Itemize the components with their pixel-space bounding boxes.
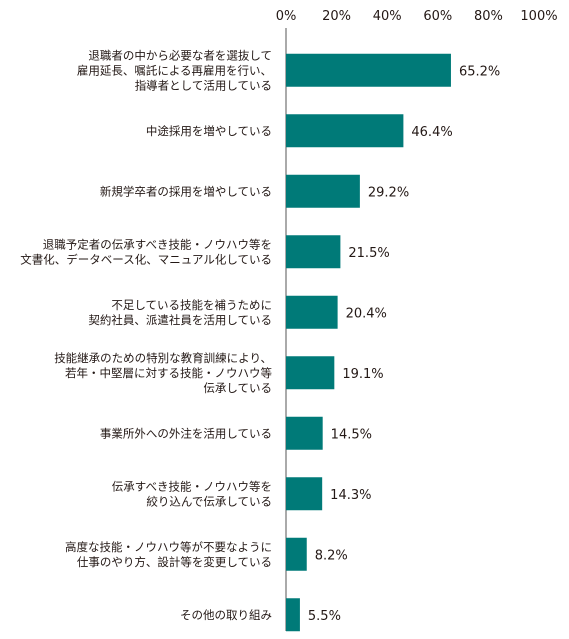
- bar: [286, 114, 404, 148]
- bar: [286, 295, 338, 329]
- category-label: 文書化、データベース化、マニュアル化している: [20, 252, 272, 266]
- bar: [286, 477, 323, 511]
- category-label: 伝承している: [203, 381, 272, 395]
- bar: [286, 537, 307, 571]
- bar: [286, 416, 323, 450]
- x-tick-label: 20%: [322, 9, 351, 24]
- bar-row: その他の取り組み 5.5%: [180, 598, 341, 632]
- category-label: 雇用延長、嘱託による再雇用を行い、: [77, 63, 272, 77]
- bar: [286, 53, 451, 87]
- bar-row: 退職者の中から必要な者を選抜して雇用延長、嘱託による再雇用を行い、指導者として活…: [77, 48, 500, 92]
- x-tick-label: 80%: [474, 9, 503, 24]
- value-label: 19.1%: [342, 367, 383, 382]
- value-label: 14.5%: [331, 427, 372, 442]
- category-label: 退職予定者の伝承すべき技能・ノウハウ等を: [43, 237, 272, 251]
- category-label: 伝承すべき技能・ノウハウ等を: [112, 479, 272, 493]
- value-label: 14.3%: [330, 488, 371, 503]
- x-tick-label: 40%: [373, 9, 402, 24]
- x-axis-ticks: 0% 20% 40% 60% 80% 100%: [276, 9, 558, 24]
- x-tick-label: 100%: [520, 9, 557, 24]
- bar-row: 事業所外への外注を活用している 14.5%: [100, 416, 372, 450]
- bar-row: 技能継承のための特別な教育訓練により、若年・中堅層に対する技能・ノウハウ等伝承し…: [54, 351, 383, 395]
- category-label: 契約社員、派遣社員を活用している: [88, 313, 272, 327]
- value-label: 29.2%: [368, 185, 409, 200]
- category-label: 中途採用を増やしている: [146, 124, 272, 138]
- bar-row: 新規学卒者の採用を増やしている 29.2%: [100, 174, 409, 208]
- category-label: その他の取り組み: [180, 608, 272, 622]
- category-label: 絞り込んで伝承している: [146, 494, 272, 508]
- x-tick-label: 0%: [276, 9, 297, 24]
- bar: [286, 174, 360, 208]
- bar: [286, 235, 341, 269]
- value-label: 5.5%: [308, 609, 341, 624]
- category-label: 指導者として活用している: [135, 78, 272, 92]
- value-label: 65.2%: [459, 64, 500, 79]
- category-label: 退職者の中から必要な者を選抜して: [88, 48, 272, 62]
- bar-row: 中途採用を増やしている 46.4%: [146, 114, 453, 148]
- bar: [286, 356, 335, 390]
- value-label: 20.4%: [346, 306, 387, 321]
- category-label: 高度な技能・ノウハウ等が不要なように: [65, 540, 272, 554]
- bar-row: 退職予定者の伝承すべき技能・ノウハウ等を文書化、データベース化、マニュアル化して…: [20, 235, 390, 269]
- bar: [286, 598, 300, 632]
- x-tick-label: 60%: [423, 9, 452, 24]
- category-label: 事業所外への外注を活用している: [100, 426, 272, 440]
- bar-rows: 退職者の中から必要な者を選抜して雇用延長、嘱託による再雇用を行い、指導者として活…: [20, 48, 500, 632]
- category-label: 若年・中堅層に対する技能・ノウハウ等: [65, 366, 272, 380]
- category-label: 新規学卒者の採用を増やしている: [100, 184, 272, 198]
- category-label: 仕事のやり方、設計等を変更している: [77, 555, 272, 569]
- category-label: 技能継承のための特別な教育訓練により、: [54, 351, 272, 365]
- value-label: 8.2%: [315, 548, 348, 563]
- category-label: 不足している技能を補うために: [111, 298, 272, 312]
- value-label: 46.4%: [411, 125, 452, 140]
- value-label: 21.5%: [348, 246, 389, 261]
